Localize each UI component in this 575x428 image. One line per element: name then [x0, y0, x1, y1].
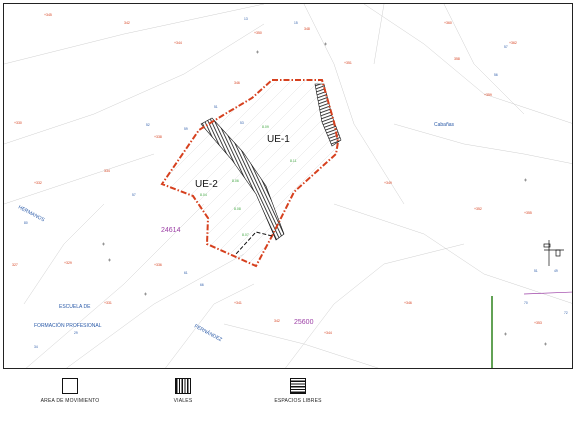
svg-text:53: 53 [240, 121, 244, 125]
legend-viales-symbol [175, 378, 191, 394]
map-drawing: +345 342 +350 348 +360 +362 +330 +332 334 +338… [4, 4, 572, 368]
escuela-label-line1: ESCUELA DE [59, 304, 91, 310]
svg-text:+346: +346 [404, 301, 412, 305]
svg-text:+353: +353 [534, 321, 542, 325]
svg-text:61: 61 [184, 271, 188, 275]
svg-text:72: 72 [564, 311, 568, 315]
svg-text:8.08: 8.08 [234, 207, 241, 211]
street-label-hermanos: HERMANOS [17, 204, 46, 223]
svg-text:66: 66 [200, 283, 204, 287]
legend-item-viales: VIALES [148, 378, 218, 404]
svg-text:49: 49 [554, 269, 558, 273]
site-map[interactable]: +345 342 +350 348 +360 +362 +330 +332 334 +338… [3, 3, 573, 369]
project-boundary [160, 79, 340, 268]
legend-area-label: AREA DE MOVIMIENTO [40, 398, 100, 404]
svg-text:80: 80 [24, 221, 28, 225]
svg-text:348: 348 [304, 27, 310, 31]
svg-text:358: 358 [454, 57, 460, 61]
svg-text:59: 59 [184, 127, 188, 131]
parcel-label-25600: 25600 [294, 319, 314, 326]
svg-text:8.04: 8.04 [200, 193, 207, 197]
svg-text:+350: +350 [254, 31, 262, 35]
svg-text:+360: +360 [444, 21, 452, 25]
svg-text:327: 327 [12, 263, 18, 267]
buildings-cluster [523, 240, 572, 295]
svg-text:8.07: 8.07 [242, 233, 249, 237]
escuela-label-line2: FORMACIÓN PROFESIONAL [34, 322, 102, 329]
svg-text:8.09: 8.09 [262, 125, 269, 129]
svg-text:56: 56 [494, 73, 498, 77]
svg-text:+329: +329 [64, 261, 72, 265]
svg-text:+345: +345 [44, 13, 52, 17]
svg-text:+338: +338 [154, 135, 162, 139]
parcel-label-24614: 24614 [161, 227, 181, 234]
svg-text:+330: +330 [14, 121, 22, 125]
legend-espacios-symbol [290, 378, 306, 394]
internal-divider [235, 231, 273, 255]
legend-espacios-label: ESPACIOS LIBRES [274, 398, 322, 404]
svg-text:+331: +331 [104, 301, 112, 305]
svg-text:+341: +341 [234, 301, 242, 305]
svg-text:334: 334 [104, 169, 110, 173]
legend-area-symbol [62, 378, 78, 394]
svg-text:70: 70 [524, 301, 528, 305]
svg-text:+362: +362 [509, 41, 517, 45]
svg-text:346: 346 [234, 81, 240, 85]
point-ids: 51 53 59 52 57 61 66 29 34 56 57 80 13 15 70 51 49 7… [24, 17, 568, 349]
svg-text:29: 29 [74, 331, 78, 335]
svg-text:15: 15 [294, 21, 298, 25]
svg-text:+359: +359 [484, 93, 492, 97]
viales-strip [200, 117, 285, 241]
svg-text:51: 51 [534, 269, 538, 273]
svg-text:342: 342 [274, 319, 280, 323]
legend: AREA DE MOVIMIENTO VIALES ESPACIOS LIBRE… [0, 370, 575, 428]
zone-label-ue1: UE-1 [267, 134, 290, 145]
legend-item-area: AREA DE MOVIMIENTO [30, 378, 110, 404]
legend-item-espacios: ESPACIOS LIBRES [258, 378, 338, 404]
survey-marks [102, 42, 547, 346]
svg-text:+351: +351 [344, 61, 352, 65]
zone-label-ue2: UE-2 [195, 179, 218, 190]
svg-text:+344: +344 [174, 41, 182, 45]
svg-text:+352: +352 [474, 207, 482, 211]
svg-text:51: 51 [214, 105, 218, 109]
svg-text:+355: +355 [524, 211, 532, 215]
svg-text:52: 52 [146, 123, 150, 127]
svg-text:+336: +336 [154, 263, 162, 267]
spot-heights: +345 342 +350 348 +360 +362 +330 +332 334 +338… [12, 13, 542, 335]
svg-text:+349: +349 [384, 181, 392, 185]
svg-text:57: 57 [504, 45, 508, 49]
svg-text:8.06: 8.06 [232, 179, 239, 183]
place-label-cabanas: Cabañas [434, 122, 455, 128]
legend-viales-label: VIALES [173, 398, 193, 404]
svg-text:+332: +332 [34, 181, 42, 185]
street-label-fernandez: FERNÁNDEZ [193, 323, 223, 344]
svg-text:57: 57 [132, 193, 136, 197]
cadastral-lines [4, 4, 572, 368]
svg-text:+344: +344 [324, 331, 332, 335]
svg-text:34: 34 [34, 345, 38, 349]
svg-text:8.11: 8.11 [290, 159, 297, 163]
svg-text:13: 13 [244, 17, 248, 21]
green-labels: 8.09 8.11 8.06 8.08 8.04 8.07 [200, 125, 297, 237]
svg-text:342: 342 [124, 21, 130, 25]
